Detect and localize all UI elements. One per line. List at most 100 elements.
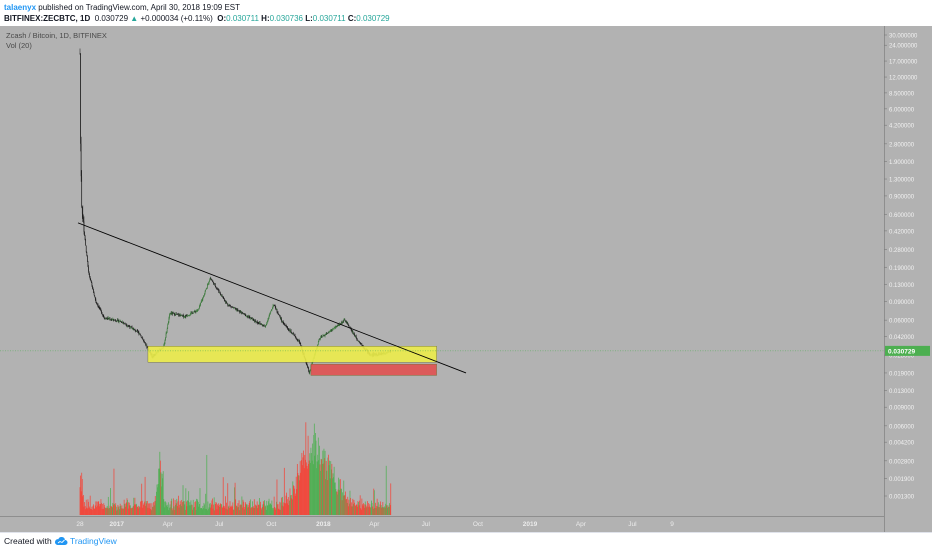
chart-area[interactable]: Zcash / Bitcoin, 1D, BITFINEX Vol (20) 3… bbox=[0, 26, 932, 532]
candle bbox=[109, 317, 111, 321]
volume-bar bbox=[199, 488, 201, 515]
candle bbox=[341, 320, 343, 325]
volume-bar bbox=[174, 509, 175, 515]
candle bbox=[290, 329, 292, 334]
volume-bar bbox=[85, 509, 87, 515]
candle bbox=[221, 294, 223, 297]
time-axis-label: 2017 bbox=[110, 521, 125, 528]
candle bbox=[124, 322, 126, 325]
price-change: +0.000034 (+0.11%) bbox=[140, 14, 213, 23]
descending-trendline[interactable] bbox=[77, 222, 467, 374]
last-price-marker: 0.030729 bbox=[0, 345, 930, 356]
candle bbox=[103, 314, 105, 319]
breakdown-zone[interactable] bbox=[310, 363, 437, 376]
volume-bar bbox=[225, 496, 226, 515]
volume-bar bbox=[191, 504, 193, 515]
volume-bar bbox=[107, 496, 109, 515]
volume-bar bbox=[214, 503, 216, 515]
volume-bar bbox=[105, 508, 107, 515]
volume-bar bbox=[79, 487, 81, 515]
candle bbox=[192, 312, 193, 314]
volume-bar bbox=[243, 501, 244, 515]
volume-bar bbox=[329, 460, 331, 515]
candle bbox=[357, 339, 359, 342]
volume-bar bbox=[296, 463, 298, 515]
price-axis-label: 0.060000 bbox=[889, 319, 915, 325]
time-axis-label: Jul bbox=[628, 521, 637, 528]
candle bbox=[328, 330, 330, 334]
volume-bar bbox=[291, 494, 293, 515]
candle bbox=[102, 314, 104, 318]
time-axis[interactable]: 28 2017 Apr Jul Oct 2018 Apr Jul Oct 2019 Apr Jul 9 bbox=[76, 521, 674, 528]
volume-bar bbox=[147, 507, 149, 515]
volume-bar bbox=[348, 499, 350, 515]
candle bbox=[288, 328, 290, 332]
price-axis-label: 0.002800 bbox=[889, 459, 915, 465]
volume-bar bbox=[326, 480, 328, 515]
volume-bar bbox=[235, 505, 237, 515]
candle bbox=[260, 323, 261, 325]
volume-bar bbox=[140, 500, 142, 515]
volume-bar bbox=[261, 509, 263, 515]
candle bbox=[124, 322, 126, 325]
candle bbox=[281, 316, 282, 323]
volume-bar bbox=[283, 467, 285, 515]
candle bbox=[333, 326, 335, 330]
volume-bar bbox=[390, 483, 392, 515]
candle bbox=[218, 288, 220, 293]
volume-bar bbox=[80, 491, 82, 515]
support-zone[interactable] bbox=[147, 346, 437, 363]
price-axis[interactable]: 30.000000 24.000000 17.000000 12.000000 8.50… bbox=[884, 34, 918, 501]
candle bbox=[177, 312, 179, 315]
volume-bar bbox=[333, 477, 334, 515]
volume-bar bbox=[233, 509, 235, 515]
candle bbox=[208, 281, 209, 285]
volume-bar bbox=[188, 491, 190, 515]
volume-bar bbox=[108, 508, 110, 515]
volume-bar bbox=[311, 453, 312, 515]
volume-bar bbox=[286, 503, 288, 515]
volume-bar bbox=[80, 475, 81, 515]
candle bbox=[113, 319, 115, 322]
candle bbox=[201, 298, 203, 303]
volume-bar bbox=[353, 499, 355, 515]
candle bbox=[143, 339, 144, 342]
volume-bar bbox=[194, 502, 196, 515]
volume-bar bbox=[350, 506, 352, 515]
candle bbox=[296, 338, 298, 342]
volume-bar bbox=[126, 502, 127, 515]
volume-bar bbox=[94, 505, 96, 515]
candle bbox=[250, 317, 251, 321]
price-chart[interactable]: Zcash / Bitcoin, 1D, BITFINEX Vol (20) 3… bbox=[0, 26, 932, 532]
candle bbox=[256, 319, 258, 324]
volume-bar bbox=[205, 508, 207, 515]
volume-bar bbox=[381, 507, 383, 515]
volume-bar bbox=[195, 501, 196, 515]
volume-bar bbox=[164, 507, 166, 515]
author-link[interactable]: talaenyx bbox=[4, 3, 37, 12]
candle bbox=[289, 329, 290, 331]
volume-bar bbox=[122, 508, 124, 515]
candle bbox=[291, 332, 293, 335]
tradingview-brand-link[interactable]: TradingView bbox=[70, 536, 117, 546]
candle bbox=[233, 306, 235, 309]
volume-bar bbox=[218, 504, 220, 515]
volume-bar bbox=[171, 498, 173, 515]
volume-bar bbox=[158, 468, 160, 515]
volume-bar bbox=[289, 488, 291, 515]
volume-bar bbox=[158, 468, 160, 515]
volume-bar bbox=[295, 493, 297, 515]
candle bbox=[299, 340, 300, 345]
volume-bar bbox=[101, 508, 103, 515]
candle bbox=[125, 324, 127, 326]
volume-bar bbox=[358, 505, 360, 515]
candle bbox=[93, 291, 95, 296]
volume-bar bbox=[347, 496, 349, 515]
candle bbox=[286, 325, 287, 328]
candle bbox=[356, 337, 358, 341]
volume-bar bbox=[318, 460, 320, 515]
volume-bar bbox=[255, 505, 257, 515]
volume-bar bbox=[251, 507, 252, 515]
volume-bar bbox=[262, 504, 264, 515]
volume-bar bbox=[249, 499, 251, 515]
